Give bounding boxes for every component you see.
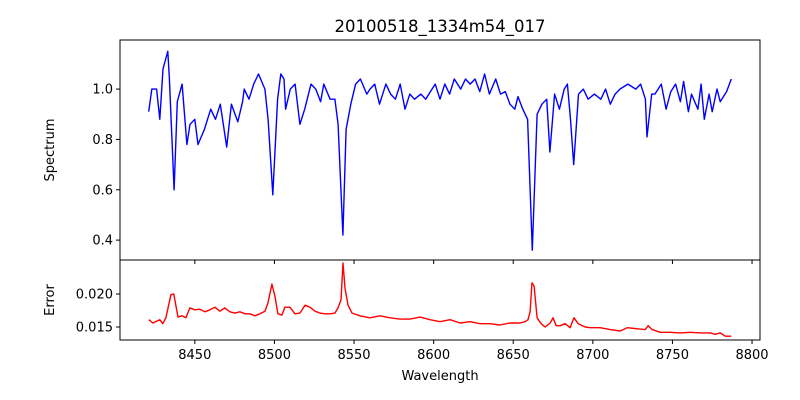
- x-tick-label: 8500: [258, 348, 291, 363]
- bottom-y-axis-label: Error: [43, 284, 58, 316]
- x-tick-label: 8650: [497, 348, 530, 363]
- axes-frame: [119, 259, 761, 341]
- x-tick-label: 8550: [337, 348, 370, 363]
- y-tick-label: 0.8: [92, 133, 113, 148]
- error-axes: 0.015 0.020 8450 8500 8550 8600 8650 8700 8750 88…: [76, 259, 769, 363]
- x-tick-label: 8800: [735, 348, 768, 363]
- x-tick-label: 8450: [178, 348, 211, 363]
- y-tick-label: 0.4: [92, 234, 113, 249]
- x-axis-label: Wavelength: [401, 369, 478, 384]
- x-tick-label: 8600: [417, 348, 450, 363]
- spectrum-line: [148, 50, 732, 251]
- y-tick-label: 0.020: [76, 287, 113, 302]
- y-tick-label: 0.6: [92, 183, 113, 198]
- y-tick-label: 1.0: [92, 83, 113, 98]
- y-tick-label: 0.015: [76, 320, 113, 335]
- x-tick-label: 8700: [576, 348, 609, 363]
- error-line: [148, 262, 732, 337]
- top-y-axis-label: Spectrum: [43, 119, 58, 182]
- x-tick-label: 8750: [656, 348, 689, 363]
- chart-title: 20100518_1334m54_017: [334, 17, 545, 37]
